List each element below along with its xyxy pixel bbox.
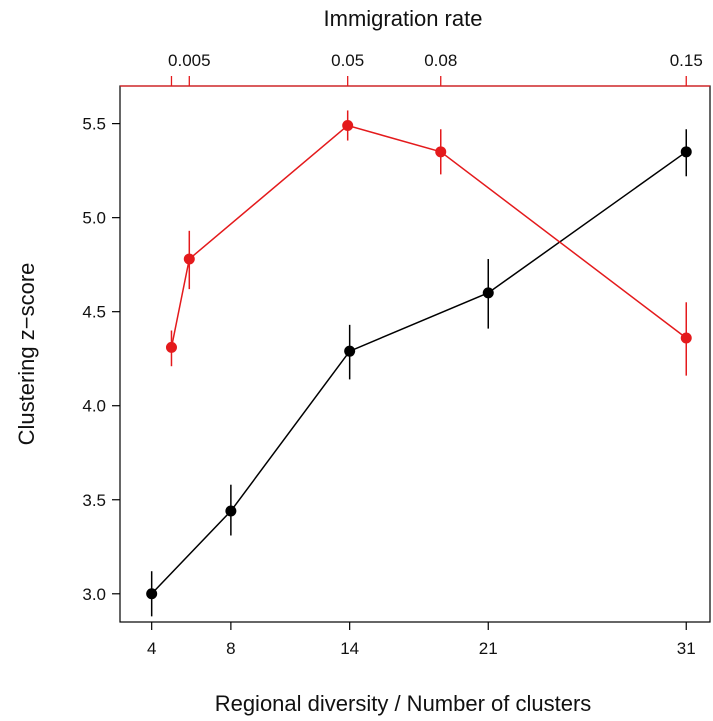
- series-line: [151, 151, 687, 595]
- data-point: [435, 146, 447, 158]
- x-tick-label: 31: [677, 639, 696, 658]
- x-tick-label: 8: [226, 639, 235, 658]
- y-tick-label: 4.5: [82, 303, 106, 322]
- top-axis-title: Immigration rate: [324, 6, 483, 31]
- y-tick-label: 3.0: [82, 585, 106, 604]
- top-tick-label: 0.005: [168, 51, 211, 70]
- y-tick-label: 4.0: [82, 397, 106, 416]
- series-line: [170, 124, 687, 348]
- y-tick-label: 5.0: [82, 209, 106, 228]
- plot-frame: [119, 85, 711, 623]
- data-point: [225, 505, 237, 517]
- series-clusters: [146, 129, 692, 617]
- x-axis-title: Regional diversity / Number of clusters: [215, 691, 592, 716]
- left-axis: 3.0 3.5 4.0 4.5 5.0 5.5: [82, 115, 120, 604]
- data-point: [344, 345, 356, 357]
- series-layer: [146, 110, 692, 617]
- bottom-axis: 4 8 14 21 31: [147, 622, 696, 658]
- data-point: [482, 287, 494, 299]
- series-immigration: [165, 110, 692, 376]
- data-point: [680, 146, 692, 158]
- y-axis-title: Clustering z−score: [14, 263, 39, 446]
- y-tick-label: 3.5: [82, 491, 106, 510]
- data-point: [680, 332, 692, 344]
- x-tick-label: 21: [479, 639, 498, 658]
- data-point: [342, 119, 354, 131]
- x-tick-label: 4: [147, 639, 156, 658]
- top-axis: 0.005 0.05 0.08 0.15: [120, 51, 710, 87]
- data-point: [183, 253, 195, 265]
- data-point: [146, 588, 158, 600]
- y-tick-label: 5.5: [82, 115, 106, 134]
- top-tick-label: 0.15: [670, 51, 703, 70]
- data-point: [165, 341, 177, 353]
- top-tick-label: 0.08: [424, 51, 457, 70]
- top-tick-label: 0.05: [331, 51, 364, 70]
- x-tick-label: 14: [340, 639, 359, 658]
